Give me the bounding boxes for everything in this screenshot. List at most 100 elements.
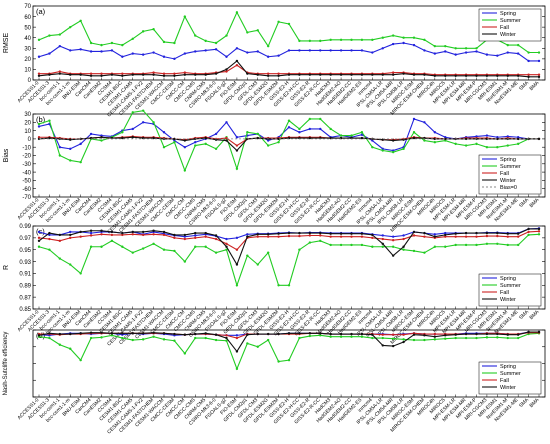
data-point: [433, 233, 437, 236]
data-point: [152, 28, 155, 31]
data-point: [360, 243, 364, 247]
data-point: [391, 34, 395, 37]
data-point: [506, 336, 509, 340]
data-point: [423, 338, 426, 342]
data-point: [319, 117, 322, 121]
data-point: [287, 358, 291, 362]
data-point: [381, 237, 384, 241]
data-point: [141, 121, 145, 124]
data-point: [381, 36, 384, 39]
data-point: [319, 73, 322, 76]
legend-label: Spring: [500, 364, 516, 370]
data-point: [58, 154, 62, 157]
data-point: [537, 230, 541, 233]
data-point: [298, 234, 301, 238]
data-point: [537, 137, 541, 141]
data-point: [475, 336, 478, 340]
data-point: [37, 38, 41, 42]
data-point: [225, 139, 228, 142]
data-point: [235, 59, 239, 63]
data-point: [339, 243, 343, 247]
series-line: [38, 118, 539, 152]
data-point: [350, 38, 353, 42]
data-point: [308, 136, 312, 140]
data-point: [100, 336, 103, 339]
data-point: [360, 332, 364, 336]
data-point: [537, 330, 541, 334]
data-point: [131, 73, 134, 76]
data-point: [329, 73, 332, 76]
data-point: [506, 51, 509, 54]
data-point: [235, 11, 239, 14]
series-winter: [37, 59, 541, 79]
data-point: [235, 167, 239, 170]
data-point: [204, 39, 207, 43]
data-point: [194, 50, 197, 53]
data-point: [194, 336, 197, 340]
data-point: [225, 68, 228, 71]
data-point: [516, 43, 520, 47]
data-point: [475, 231, 478, 235]
legend-box: [478, 361, 542, 395]
data-point: [412, 338, 416, 342]
data-point: [141, 332, 145, 335]
data-point: [235, 47, 239, 50]
data-point: [319, 239, 322, 243]
data-point: [183, 71, 187, 74]
data-point: [360, 235, 364, 238]
data-point: [131, 332, 134, 335]
data-point: [79, 19, 82, 22]
data-point: [287, 234, 291, 238]
data-point: [329, 127, 332, 131]
data-point: [402, 36, 405, 39]
data-point: [444, 231, 447, 235]
data-point: [454, 243, 457, 247]
data-point: [162, 72, 166, 75]
data-point: [444, 136, 447, 139]
data-point: [391, 239, 395, 242]
data-point: [89, 234, 93, 237]
data-point: [256, 73, 259, 76]
data-point: [48, 332, 51, 335]
data-point: [100, 74, 103, 77]
y-tick-label: 0.93: [19, 260, 31, 266]
data-point: [287, 73, 291, 76]
data-point: [225, 34, 228, 37]
data-point: [308, 234, 312, 237]
data-point: [506, 74, 509, 77]
data-point: [298, 73, 301, 76]
data-point: [371, 73, 374, 76]
data-point: [454, 74, 457, 77]
data-point: [110, 239, 114, 243]
data-point: [162, 233, 166, 237]
data-point: [298, 332, 301, 335]
data-point: [173, 249, 176, 253]
data-point: [89, 72, 93, 75]
data-point: [37, 55, 41, 58]
data-point: [69, 347, 72, 350]
legend-box: [478, 154, 542, 195]
data-point: [277, 20, 280, 24]
y-tick-label: -60: [22, 187, 31, 193]
y-tick-label: 30: [24, 112, 31, 118]
data-point: [235, 350, 239, 353]
data-point: [412, 230, 416, 234]
data-point: [173, 41, 176, 45]
data-point: [360, 335, 364, 338]
data-point: [475, 50, 478, 53]
data-point: [496, 234, 499, 238]
data-point: [402, 41, 405, 45]
data-point: [506, 333, 509, 336]
data-point: [444, 74, 447, 77]
data-point: [110, 334, 114, 337]
data-point: [277, 284, 280, 287]
data-point: [339, 73, 343, 76]
data-point: [319, 234, 322, 237]
data-point: [204, 73, 207, 76]
data-point: [319, 39, 322, 43]
data-point: [48, 73, 51, 76]
data-point: [204, 49, 207, 52]
data-point: [339, 335, 343, 338]
data-point: [319, 334, 322, 337]
data-point: [412, 117, 416, 121]
